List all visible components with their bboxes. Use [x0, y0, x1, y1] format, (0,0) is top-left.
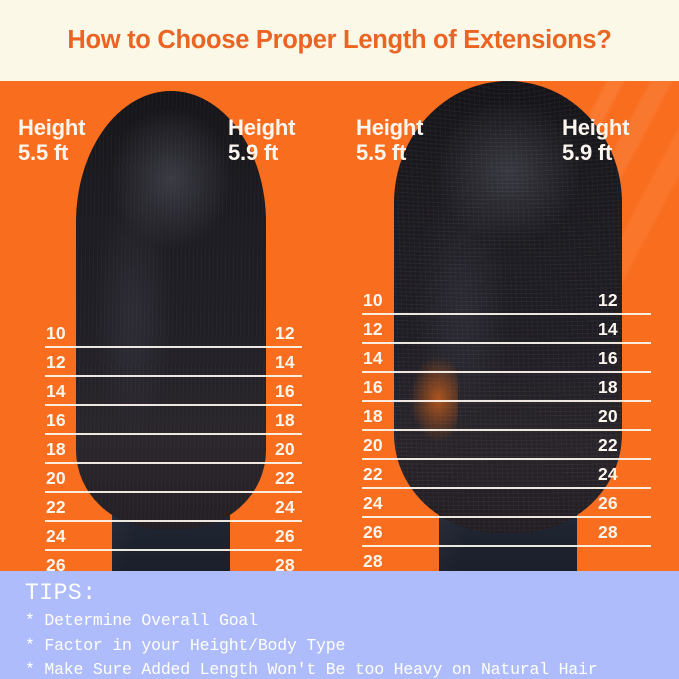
tips-item: * Factor in your Height/Body Type — [25, 635, 346, 655]
length-value-right: 12 — [275, 322, 295, 343]
length-value-left: 12 — [363, 318, 383, 339]
length-value-right: 26 — [275, 525, 295, 546]
length-value-left: 14 — [46, 380, 66, 401]
length-value-right: 16 — [275, 380, 295, 401]
length-value-left: 14 — [363, 347, 383, 368]
length-value-left: 18 — [363, 405, 383, 426]
hair-mass — [76, 91, 266, 529]
model-photo-wavy — [390, 81, 625, 571]
tips-item: * Determine Overall Goal — [25, 611, 258, 631]
length-value-left: 26 — [363, 521, 383, 542]
height-label-left: Height 5.5 ft — [18, 115, 86, 165]
length-value-left: 20 — [46, 467, 66, 488]
length-value-left: 16 — [363, 376, 383, 397]
length-value-left: 16 — [46, 409, 66, 430]
tips-list: * Determine Overall Goal * Factor in you… — [25, 609, 679, 679]
tips-title: TIPS: — [25, 580, 97, 606]
length-value-right: 22 — [275, 467, 295, 488]
length-value-right: 24 — [275, 496, 295, 517]
length-value-left: 10 — [363, 289, 383, 310]
page-title: How to Choose Proper Length of Extension… — [67, 26, 612, 54]
height-label-left: Height 5.5 ft — [356, 115, 424, 165]
length-value-right: 14 — [275, 351, 295, 372]
wavy-hair-panel: Height 5.5 ft Height 5.9 ft 10 12 12 14 … — [340, 81, 679, 571]
tips-item: * Make Sure Added Length Won't Be too He… — [25, 659, 598, 679]
model-photo-straight — [72, 91, 270, 571]
length-value-left: 24 — [363, 492, 383, 513]
length-value-right: 28 — [275, 554, 295, 571]
comparison-stage: Height 5.5 ft Height 5.9 ft 10 12 12 14 … — [0, 81, 679, 571]
length-value-left: 22 — [363, 463, 383, 484]
tips-band: TIPS: * Determine Overall Goal * Factor … — [0, 571, 679, 679]
length-value-left: 12 — [46, 351, 66, 372]
header-band: How to Choose Proper Length of Extension… — [0, 0, 679, 81]
length-value-left: 26 — [46, 554, 66, 571]
length-value-right: 20 — [275, 438, 295, 459]
length-value-left: 20 — [363, 434, 383, 455]
length-value-right: 18 — [275, 409, 295, 430]
length-value-left: 28 — [363, 550, 383, 571]
hair-strand-texture — [76, 91, 266, 529]
length-value-left: 22 — [46, 496, 66, 517]
hair-graphic-straight — [76, 91, 266, 529]
height-label-right: Height 5.9 ft — [228, 115, 296, 165]
length-value-left: 10 — [46, 322, 66, 343]
length-value-left: 24 — [46, 525, 66, 546]
straight-hair-panel: Height 5.5 ft Height 5.9 ft 10 12 12 14 … — [0, 81, 340, 571]
height-label-right: Height 5.9 ft — [562, 115, 630, 165]
length-value-left: 18 — [46, 438, 66, 459]
